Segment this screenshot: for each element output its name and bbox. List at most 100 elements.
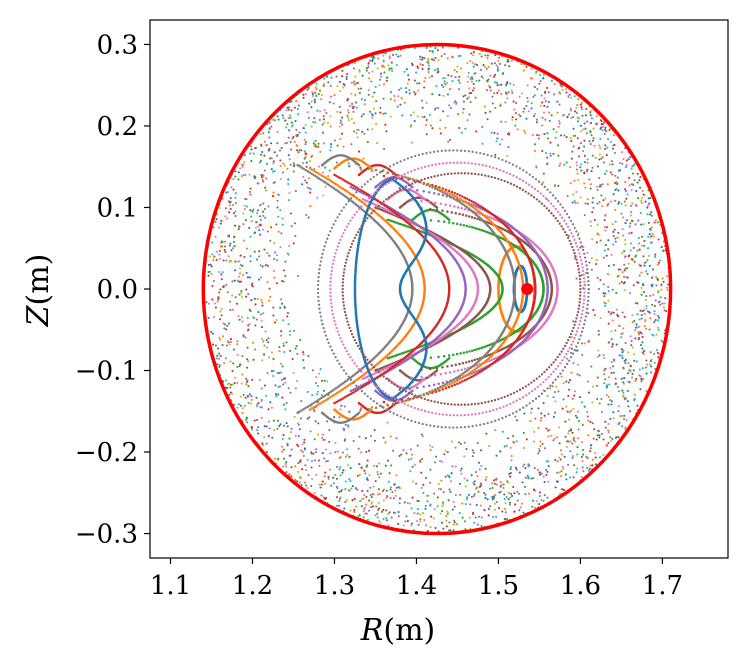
data-point bbox=[454, 465, 457, 468]
data-point bbox=[533, 86, 536, 89]
data-point bbox=[275, 223, 278, 226]
data-point bbox=[421, 458, 424, 461]
data-point bbox=[500, 120, 503, 123]
data-point bbox=[499, 481, 502, 484]
data-point bbox=[532, 115, 536, 118]
data-point bbox=[604, 244, 607, 247]
data-point bbox=[249, 402, 253, 405]
data-point bbox=[432, 59, 436, 62]
data-point bbox=[379, 472, 382, 475]
data-point bbox=[649, 317, 652, 320]
data-point bbox=[384, 123, 387, 126]
data-point bbox=[510, 492, 513, 496]
data-point bbox=[484, 478, 487, 481]
data-point bbox=[265, 425, 268, 428]
data-point bbox=[638, 248, 641, 251]
data-point bbox=[353, 497, 356, 500]
data-point bbox=[482, 345, 485, 349]
data-point bbox=[240, 316, 244, 319]
data-point bbox=[638, 242, 641, 245]
data-point bbox=[345, 499, 348, 502]
data-point bbox=[607, 239, 610, 242]
data-point bbox=[284, 381, 287, 384]
data-point bbox=[218, 318, 222, 321]
data-point bbox=[646, 213, 649, 216]
data-point bbox=[462, 351, 466, 354]
data-point bbox=[246, 358, 249, 361]
data-point bbox=[210, 272, 213, 276]
data-point bbox=[340, 75, 344, 78]
data-point bbox=[623, 263, 626, 266]
data-point bbox=[546, 156, 549, 159]
data-point bbox=[412, 111, 415, 114]
data-point bbox=[382, 508, 385, 511]
data-point bbox=[441, 501, 445, 504]
data-point bbox=[445, 525, 448, 528]
data-point bbox=[467, 215, 471, 218]
data-point bbox=[467, 75, 470, 78]
data-point bbox=[249, 209, 252, 212]
data-point bbox=[596, 202, 599, 205]
data-point bbox=[612, 411, 615, 414]
data-point bbox=[597, 233, 600, 236]
data-point bbox=[569, 440, 572, 443]
data-point bbox=[514, 112, 517, 115]
data-point bbox=[527, 477, 530, 480]
data-point bbox=[406, 82, 409, 85]
data-point bbox=[377, 488, 380, 491]
data-point bbox=[506, 60, 509, 63]
data-point bbox=[487, 84, 490, 87]
data-point bbox=[608, 163, 611, 166]
data-point bbox=[220, 219, 223, 222]
data-point bbox=[341, 116, 344, 119]
data-point bbox=[298, 481, 301, 484]
data-point bbox=[565, 380, 568, 383]
data-point bbox=[266, 372, 269, 375]
data-point bbox=[577, 178, 580, 182]
data-point bbox=[466, 80, 469, 83]
data-point bbox=[490, 358, 494, 362]
data-point bbox=[466, 97, 469, 100]
data-point bbox=[589, 143, 592, 146]
data-point bbox=[207, 263, 210, 266]
data-point bbox=[269, 401, 272, 404]
data-point bbox=[373, 429, 376, 432]
data-point bbox=[589, 187, 592, 190]
data-point bbox=[287, 108, 290, 111]
data-point bbox=[207, 316, 210, 319]
data-point bbox=[264, 186, 267, 189]
data-point bbox=[323, 438, 326, 441]
data-point bbox=[280, 232, 283, 235]
data-point bbox=[537, 137, 540, 140]
data-point bbox=[382, 83, 386, 86]
data-point bbox=[315, 88, 318, 91]
data-point bbox=[462, 100, 465, 103]
data-point bbox=[312, 452, 315, 455]
data-point bbox=[654, 299, 657, 302]
data-point bbox=[238, 272, 242, 275]
data-point bbox=[623, 414, 626, 417]
data-point bbox=[369, 493, 372, 497]
data-point bbox=[253, 250, 256, 253]
data-point bbox=[222, 285, 225, 288]
data-point bbox=[307, 216, 310, 219]
data-point bbox=[273, 258, 276, 261]
data-point bbox=[242, 335, 245, 338]
data-point bbox=[593, 314, 596, 317]
data-point bbox=[350, 487, 353, 490]
data-point bbox=[329, 125, 332, 128]
data-point bbox=[652, 268, 655, 271]
data-point bbox=[653, 310, 656, 313]
data-point bbox=[453, 370, 456, 373]
data-point bbox=[275, 282, 279, 285]
data-point bbox=[321, 480, 324, 483]
data-point bbox=[527, 492, 531, 495]
data-point bbox=[603, 132, 606, 135]
data-point bbox=[441, 381, 445, 384]
data-point bbox=[589, 468, 593, 471]
data-point bbox=[211, 253, 214, 256]
data-point bbox=[396, 105, 399, 108]
data-point bbox=[657, 261, 660, 264]
data-point bbox=[602, 373, 606, 376]
data-point bbox=[509, 496, 512, 499]
